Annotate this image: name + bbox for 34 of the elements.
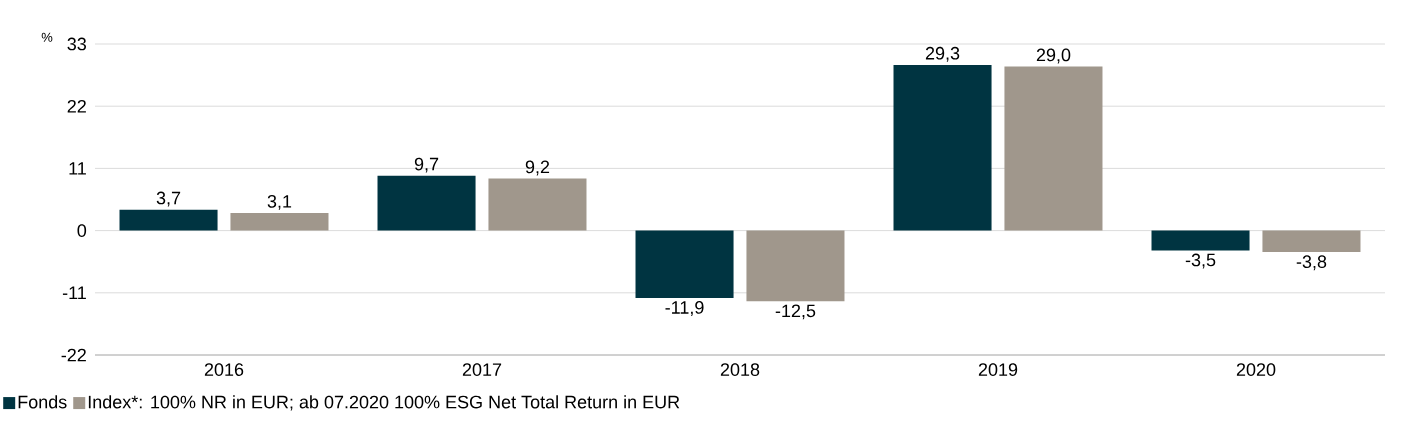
x-tick-label: 2018 — [720, 363, 760, 376]
x-tick-label: 2020 — [1236, 363, 1276, 376]
data-label: 3,7 — [156, 191, 181, 207]
data-label: -11,9 — [665, 301, 704, 316]
bar — [635, 230, 734, 298]
y-tick-label: 0 — [77, 224, 87, 237]
x-tick-label: 2016 — [204, 363, 244, 376]
data-label: 3,1 — [267, 194, 292, 210]
y-axis-title: % — [41, 32, 53, 42]
bar — [893, 64, 992, 231]
data-label: -12,5 — [775, 304, 816, 320]
data-label: -3,5 — [1185, 253, 1216, 269]
data-label: 29,0 — [1036, 48, 1071, 64]
x-tick-label: 2019 — [978, 363, 1018, 376]
legend-label: Fonds — [18, 395, 67, 409]
bar — [746, 230, 845, 302]
data-label: 9,7 — [414, 157, 439, 173]
y-tick-label: 11 — [69, 162, 86, 175]
y-tick-label: 22 — [67, 99, 86, 113]
y-tick-label: 33 — [67, 37, 87, 51]
x-tick-label: 2017 — [462, 363, 502, 376]
bar — [1151, 230, 1250, 251]
y-tick-label: -22 — [61, 348, 86, 362]
data-label: 29,3 — [925, 46, 960, 62]
bar — [1262, 230, 1361, 253]
y-tick-label: -11 — [62, 286, 86, 299]
legend-label: Index*: 100% NR in EUR; ab 07.2020 100% ESG Net Total Return in EUR — [88, 395, 680, 411]
bar — [230, 213, 329, 231]
bar — [1004, 66, 1103, 231]
data-label: 9,2 — [525, 160, 550, 176]
bar — [377, 175, 476, 231]
data-label: -3,8 — [1296, 255, 1327, 271]
bar — [119, 209, 218, 231]
bar — [488, 178, 587, 231]
